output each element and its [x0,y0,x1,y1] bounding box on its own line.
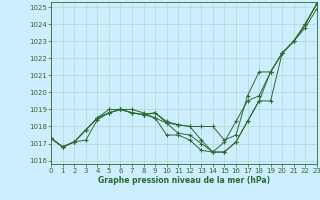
X-axis label: Graphe pression niveau de la mer (hPa): Graphe pression niveau de la mer (hPa) [98,176,270,185]
